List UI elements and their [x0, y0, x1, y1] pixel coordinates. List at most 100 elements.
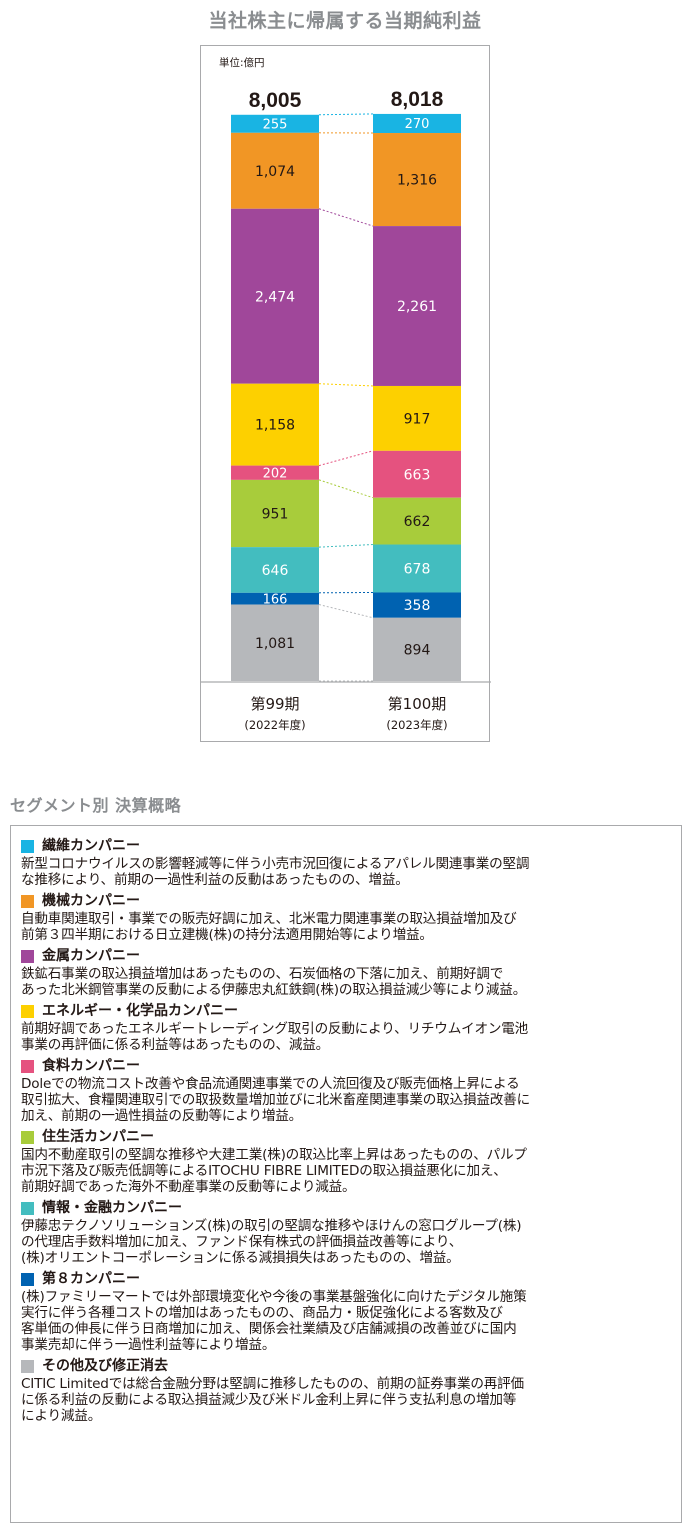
data-label: 894 — [404, 642, 431, 658]
segment-item: 住生活カンパニー 国内不動産取引の堅調な推移や大建工業(株)の取込比率上昇はあった… — [21, 1128, 673, 1195]
connector-line — [318, 544, 374, 548]
legend-square-icon — [21, 950, 34, 963]
bar-segment — [231, 465, 319, 480]
description-line: 前第３四半期における日立建機(株)の持分法適用開始等により増益。 — [21, 927, 433, 943]
description-line: 事業売却に伴う一過性利益等により増益。 — [21, 1337, 276, 1353]
chart-panel: 単位:億円 255 1,074 2,474 1,158 202 951 646 166 1,081… — [200, 45, 491, 742]
segment-description: (株)ファミリーマートでは外部環境変化や今後の事業基盤強化に向けたデジタル施策実… — [21, 1289, 673, 1353]
description-line: 国内不動産取引の堅調な推移や大建工業(株)の取込比率上昇はあったものの、パルプ — [21, 1147, 527, 1163]
segment-name: 第８カンパニー — [42, 1271, 140, 1287]
category-sublabel: (2022年度) — [244, 718, 305, 732]
description-line: CITIC Limitedでは総合金融分野は堅調に推移したものの、前期の証券事業… — [21, 1376, 524, 1392]
description-line: 客単価の伸長に伴う日商増加に加え、関係会社業績及び店舗減損の改善並びに国内 — [21, 1321, 517, 1337]
data-label: 1,316 — [397, 173, 437, 189]
connector-line — [318, 479, 374, 499]
bar-segment — [231, 592, 319, 605]
description-line: の代理店手数料増加に加え、ファンド保有株式の評価損益改善等により、 — [21, 1234, 463, 1250]
data-label: 202 — [263, 466, 288, 481]
bar-segment — [231, 132, 319, 209]
bar-segment — [373, 592, 461, 618]
bar-segment — [231, 479, 319, 548]
segment-header: 繊維カンパニー — [21, 837, 673, 856]
segment-item: 機械カンパニー自動車関連取引・事業での販売好調に加え、北米電力関連事業の取込損益… — [21, 892, 673, 943]
description-line: 伊藤忠テクノソリューションズ(株)の取引の堅調な推移やほけんの窓口グループ(株) — [21, 1218, 522, 1234]
description-line: な推移により、前期の一過性利益の反動はあったものの、増益。 — [21, 872, 409, 888]
data-label: 1,158 — [255, 418, 295, 434]
data-label: 662 — [404, 514, 431, 530]
description-line: 前期好調であった海外不動産事業の反動等により減益。 — [21, 1179, 356, 1195]
description-line: 取引拡大、食糧関連取引での取扱数量増加並びに北米畜産関連事業の取込損益改善に — [21, 1092, 530, 1108]
segments-panel: 繊維カンパニー新型コロナウイルスの影響軽減等に伴う小売市況回復によるアパレル関連… — [10, 825, 682, 1523]
data-label: 2,474 — [255, 289, 295, 305]
segment-header: 情報・金融カンパニー — [21, 1199, 673, 1218]
description-line: 前期好調であったエネルギートレーディング取引の反動により、リチウムイオン電池 — [21, 1021, 529, 1037]
data-label: 270 — [405, 117, 430, 132]
legend-square-icon — [21, 895, 34, 908]
legend-square-icon — [21, 1060, 34, 1073]
segment-item: 食料カンパニー Doleでの物流コスト改善や食品流通関連事業での人流回復及び販売価… — [21, 1057, 673, 1124]
segment-header: 機械カンパニー — [21, 892, 673, 911]
data-label: 678 — [404, 562, 431, 578]
description-line: あった北米鋼管事業の反動による伊藤忠丸紅鉄鋼(株)の取込損益減少等により減益。 — [21, 982, 527, 998]
segment-item: エネルギー・化学品カンパニー前期好調であったエネルギートレーディング取引の反動に… — [21, 1002, 673, 1053]
segment-name: エネルギー・化学品カンパニー — [42, 1003, 238, 1019]
description-line: 事業の再評価に係る利益等はあったものの、減益。 — [21, 1037, 330, 1053]
bar-segment — [231, 383, 319, 466]
data-label: 951 — [262, 507, 289, 523]
segment-name: 食料カンパニー — [42, 1058, 140, 1074]
chart-title: 当社株主に帰属する当期純利益 — [208, 10, 482, 32]
bar-segment — [373, 450, 461, 498]
connector-line — [318, 383, 374, 387]
bar-segment — [231, 547, 319, 593]
legend-square-icon — [21, 1360, 34, 1373]
description-line: Doleでの物流コスト改善や食品流通関連事業での人流回復及び販売価格上昇による — [21, 1076, 520, 1092]
unit-label: 単位:億円 — [219, 56, 265, 69]
bar-segment — [373, 226, 461, 386]
section-title: セグメント別 決算概略 — [10, 796, 182, 815]
data-label: 646 — [262, 563, 289, 579]
segment-item: その他及び修正消去 CITIC Limitedでは総合金融分野は堅調に推移したもの… — [21, 1357, 673, 1424]
data-label: 358 — [404, 598, 431, 614]
connector-line — [318, 113, 374, 116]
segment-name: 機械カンパニー — [42, 893, 140, 909]
bar-segment — [373, 385, 461, 451]
description-line: 実行に伴う各種コストの増加はあったものの、商品力・販促強化による客数及び — [21, 1305, 503, 1321]
segment-header: 食料カンパニー — [21, 1057, 673, 1076]
data-label: 1,081 — [255, 636, 295, 652]
bar-segment — [231, 208, 319, 384]
connector-line — [318, 208, 374, 227]
segment-item: 繊維カンパニー新型コロナウイルスの影響軽減等に伴う小売市況回復によるアパレル関連… — [21, 837, 673, 888]
bar-segment — [373, 617, 461, 681]
category-label: 第99期 — [250, 695, 299, 713]
data-label: 2,261 — [397, 299, 437, 315]
legend-square-icon — [21, 840, 34, 853]
segment-header: 第８カンパニー — [21, 1270, 673, 1289]
segment-name: その他及び修正消去 — [42, 1358, 168, 1374]
segment-item: 第８カンパニー (株)ファミリーマートでは外部環境変化や今後の事業基盤強化に向けた… — [21, 1270, 673, 1353]
segment-description: 鉄鉱石事業の取込損益増加はあったものの、石炭価格の下落に加え、前期好調で あった北… — [21, 966, 673, 998]
segment-name: 繊維カンパニー — [42, 838, 140, 854]
bar-segment — [231, 604, 319, 681]
segment-description: 自動車関連取引・事業での販売好調に加え、北米電力関連事業の取込損益増加及び 前第３… — [21, 911, 673, 943]
description-line: (株)オリエントコーポレーションに係る減損損失はあったものの、増益。 — [21, 1250, 460, 1266]
category-sublabel: (2023年度) — [386, 718, 447, 732]
description-line: に係る利益の反動による取込損益減少及び米ドル金利上昇に伴う支払利息の増加等 — [21, 1392, 517, 1408]
bar-segment — [373, 113, 461, 134]
segment-description: Doleでの物流コスト改善や食品流通関連事業での人流回復及び販売価格上昇による取… — [21, 1076, 673, 1124]
segment-item: 金属カンパニー 鉄鉱石事業の取込損益増加はあったものの、石炭価格の下落に加え、前期… — [21, 947, 673, 998]
description-line: 新型コロナウイルスの影響軽減等に伴う小売市況回復によるアパレル関連事業の堅調 — [21, 856, 530, 872]
legend-square-icon — [21, 1005, 34, 1018]
bar-segment — [373, 133, 461, 227]
category-label: 第100期 — [388, 695, 447, 713]
description-line: 加え、前期の一過性損益の反動等により増益。 — [21, 1108, 302, 1124]
data-label: 1,074 — [255, 164, 295, 180]
stacked-bar-chart: 単位:億円 255 1,074 2,474 1,158 202 951 646 166 1,081… — [201, 56, 491, 732]
segment-name: 情報・金融カンパニー — [42, 1200, 182, 1216]
segment-description: 国内不動産取引の堅調な推移や大建工業(株)の取込比率上昇はあったものの、パルプ市… — [21, 1147, 673, 1195]
legend-square-icon — [21, 1273, 34, 1286]
segment-header: その他及び修正消去 — [21, 1357, 673, 1376]
segment-description: 新型コロナウイルスの影響軽減等に伴う小売市況回復によるアパレル関連事業の堅調 な推… — [21, 856, 673, 888]
data-label: 255 — [263, 117, 288, 132]
segment-description: 伊藤忠テクノソリューションズ(株)の取引の堅調な推移やほけんの窓口グループ(株)… — [21, 1218, 673, 1266]
data-label: 663 — [404, 467, 431, 483]
